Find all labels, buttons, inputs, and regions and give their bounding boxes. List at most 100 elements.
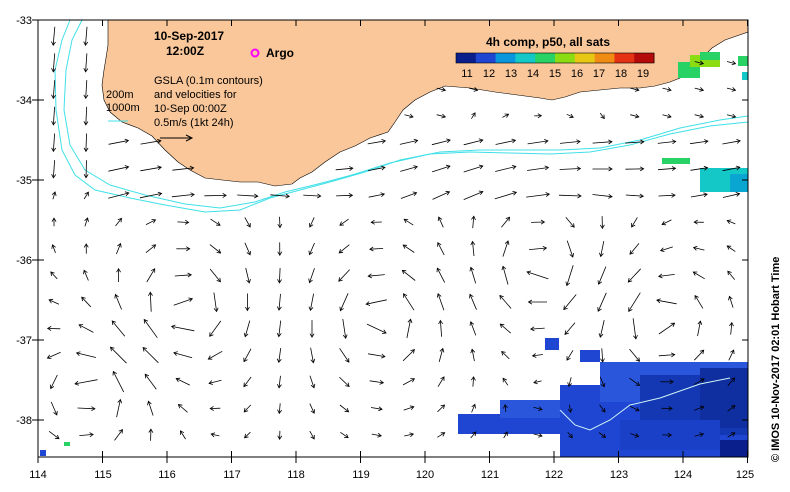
velocity-arrowhead: [243, 382, 248, 388]
velocity-arrowhead: [469, 266, 475, 272]
velocity-arrow: [309, 242, 315, 255]
velocity-arrow: [527, 140, 548, 145]
velocity-arrowhead: [501, 350, 506, 356]
velocity-arrow: [565, 216, 575, 228]
axis-ticks: [32, 19, 748, 463]
velocity-arrowhead: [440, 376, 445, 381]
velocity-arrowhead: [380, 192, 386, 197]
x-tick-label: 114: [29, 469, 47, 481]
velocity-arrowhead: [600, 358, 605, 363]
velocity-arrow: [625, 141, 644, 144]
velocity-arrowhead: [277, 279, 282, 284]
velocity-arrowhead: [116, 268, 121, 273]
x-tick-label: 124: [674, 469, 692, 481]
velocity-arrowhead: [699, 405, 705, 410]
velocity-arrowhead: [78, 324, 84, 329]
velocity-arrow: [690, 193, 708, 198]
velocity-arrow: [558, 194, 582, 197]
velocity-arrow: [533, 406, 543, 410]
velocity-arrowhead: [577, 193, 582, 199]
velocity-arrowhead: [310, 409, 315, 414]
velocity-arrowhead: [209, 406, 214, 411]
velocity-arrow: [52, 244, 56, 253]
velocity-arrowhead: [699, 87, 705, 92]
velocity-arrowhead: [412, 191, 418, 197]
velocity-arrowhead: [83, 174, 89, 179]
velocity-arrowhead: [446, 138, 451, 144]
velocity-arrow: [436, 114, 446, 118]
velocity-arrowhead: [538, 406, 543, 411]
velocity-arrowhead: [729, 321, 734, 327]
colorbar-outline: [455, 52, 655, 64]
velocity-arrow: [463, 139, 483, 146]
velocity-arrowhead: [344, 407, 350, 413]
velocity-arrowhead: [83, 147, 89, 153]
velocity-arrow: [630, 87, 639, 91]
velocity-arrow: [403, 218, 414, 226]
velocity-arrowhead: [51, 217, 57, 222]
velocity-arrow: [142, 347, 159, 364]
time-label: 12:00Z: [166, 44, 204, 58]
colorbar-segment: [515, 53, 536, 63]
velocity-arrow: [112, 371, 125, 393]
gsla-line-2: and velocities for: [154, 89, 237, 101]
velocity-arrow: [140, 166, 162, 172]
velocity-arrowhead: [544, 165, 550, 171]
velocity-arrowhead: [667, 432, 673, 438]
velocity-arrow: [209, 268, 221, 283]
gsla-line-3: 10-Sep 00:00Z: [154, 103, 227, 115]
velocity-arrow: [431, 139, 451, 146]
velocity-arrow: [52, 191, 56, 200]
colorbar-tick-label: 19: [637, 68, 649, 80]
velocity-arrowhead: [728, 295, 733, 301]
velocity-arrow: [726, 61, 736, 65]
velocity-arrow: [662, 87, 672, 91]
velocity-arrowhead: [670, 352, 676, 358]
velocity-arrowhead: [189, 165, 195, 171]
velocity-arrowhead: [381, 353, 386, 359]
velocity-arrowhead: [243, 357, 248, 363]
velocity-arrow: [369, 248, 384, 250]
colorbar-ticks: 11 12 13 14 15 16 17 18 19: [461, 68, 649, 80]
velocity-arrow: [690, 167, 708, 171]
y-tick-label: -36: [16, 255, 32, 267]
velocity-arrowhead: [179, 430, 185, 435]
gsla-line-1: GSLA (0.1m contours): [154, 75, 263, 87]
argo-marker-icon: [250, 48, 260, 58]
velocity-arrow: [149, 292, 152, 312]
velocity-arrowhead: [478, 138, 484, 144]
velocity-arrowhead: [89, 432, 94, 438]
velocity-arrowhead: [667, 113, 672, 119]
y-axis: -33 -34 -35 -36 -37 -38: [16, 15, 32, 427]
velocity-arrowhead: [124, 165, 130, 170]
velocity-arrowhead: [631, 223, 636, 228]
velocity-arrowhead: [83, 68, 89, 73]
velocity-arrow: [632, 318, 637, 339]
velocity-arrowhead: [409, 405, 415, 410]
velocity-arrow: [697, 321, 701, 337]
velocity-arrowhead: [530, 326, 535, 332]
velocity-arrow: [726, 245, 736, 252]
velocity-arrow: [399, 140, 418, 145]
velocity-arrowhead: [441, 113, 447, 119]
velocity-arrow: [502, 378, 509, 386]
velocity-arrow: [599, 376, 605, 387]
velocity-arrowhead: [210, 432, 216, 438]
velocity-arrowhead: [727, 270, 732, 276]
velocity-arrowhead: [569, 113, 574, 119]
velocity-arrowhead: [148, 291, 153, 296]
velocity-arrowhead: [671, 192, 676, 198]
velocity-arrow: [502, 240, 509, 257]
velocity-arrow: [244, 217, 251, 228]
velocity-arrowhead: [46, 354, 52, 359]
velocity-arrowhead: [540, 219, 546, 225]
velocity-arrowhead: [75, 351, 81, 356]
velocity-arrow: [600, 241, 605, 257]
velocity-arrowhead: [570, 223, 575, 228]
velocity-arrow: [338, 244, 350, 254]
velocity-arrow: [728, 349, 735, 361]
velocity-arrowhead: [730, 405, 736, 410]
velocity-arrow: [245, 267, 250, 283]
velocity-arrow: [661, 219, 672, 225]
velocity-arrowhead: [83, 243, 89, 248]
